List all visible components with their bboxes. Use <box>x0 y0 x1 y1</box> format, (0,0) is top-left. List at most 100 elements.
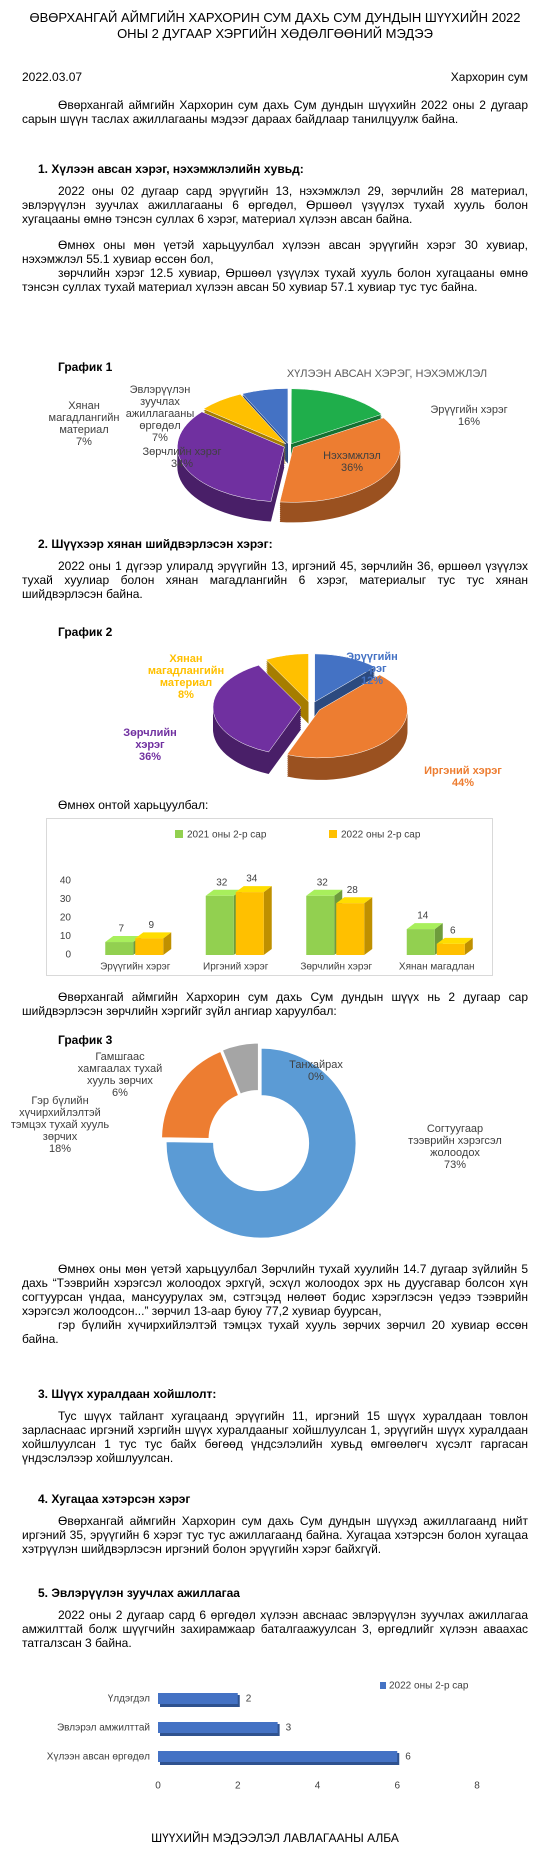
slice-value-label: 7% <box>152 432 168 444</box>
slice <box>265 653 309 703</box>
document-title: ӨВӨРХАНГАЙ АЙМГИЙН ХАРХОРИН СУМ ДАХЬ СУМ… <box>29 10 521 41</box>
legend-swatch <box>329 830 337 838</box>
pie-chart: График 2 Эрүүгийн хэрэг 12% Иргэний хэрэг 4… <box>0 625 548 800</box>
paragraph: 2022 оны 2 дугаар сард 6 өргөдөл хүлээн … <box>22 1608 528 1650</box>
slice-name: Гэр бүлийн хүчирхийлэлтэй тэмцэх тухай х… <box>10 1095 110 1143</box>
chart-canvas: 0 10 20 30 40 2021 оны 2-р сар 2022 оны 2-р са… <box>60 830 475 973</box>
paragraph: Тус шүүх тайлант хугацаанд эрүүгийн 11, … <box>22 1409 528 1465</box>
bar-chart: 0 10 20 30 40 2021 оны 2-р сар 2022 оны 2-р са… <box>46 818 493 976</box>
x-tick-label: Хянан магадлан <box>399 962 475 973</box>
bar <box>306 895 335 955</box>
paragraph: Өмнөх оны мөн үетэй харьцуулбал Зөрчлийн… <box>22 1262 528 1318</box>
slice-name: Зөрчлийн хэрэг <box>142 446 222 458</box>
slice-value-label: 36% <box>340 462 364 474</box>
x-tick-label: Зөрчлийн хэрэг <box>300 962 372 973</box>
data-label: 14 <box>417 911 429 922</box>
y-category-label: Эвлэрэл амжилттай <box>57 1723 150 1734</box>
slice-value-label: 73% <box>443 1159 467 1171</box>
section: 3. Шүүх хуралдаан хойшлолт: Тус шүүх тай… <box>22 1387 528 1465</box>
x-tick-label: 4 <box>315 1781 321 1792</box>
hbar-chart: 0 2 4 6 8 2022 оны 2-р сар 2 3 6 Үлдэгдэл Эвлэрэл … <box>0 1668 548 1808</box>
graph-label: График 1 <box>58 360 113 374</box>
place: Хархорин сум <box>450 70 528 84</box>
slice-value-label: 8% <box>178 689 194 701</box>
y-tick-label: 20 <box>60 913 72 924</box>
bar-top <box>105 936 142 943</box>
slice-label: Иргэний хэрэг 44% <box>408 765 518 789</box>
paragraph: зөрчлийн хэрэг 12.5 хувиар, Өршөөл үзүүл… <box>22 266 528 294</box>
section: 4. Хугацаа хэтэрсэн хэрэг Өвөрхангай айм… <box>22 1492 528 1556</box>
x-tick-label: 8 <box>474 1781 480 1792</box>
slice-name: Согтуугаар тээврийн хэрэгсэл жолоодох <box>408 1123 502 1159</box>
bar-side <box>464 937 473 955</box>
bar-top <box>306 889 343 896</box>
x-tick-label: 6 <box>394 1781 400 1792</box>
data-label: 2 <box>246 1694 252 1705</box>
x-tick-label: 0 <box>155 1781 161 1792</box>
legend-swatch <box>175 830 183 838</box>
slice-value-label: 34% <box>170 458 194 470</box>
y-tick-label: 0 <box>65 950 71 961</box>
paragraph: Өвөрхангай аймгийн Хархорин сум дахь Сум… <box>22 990 528 1018</box>
bar-top <box>336 897 373 904</box>
bar <box>336 903 365 955</box>
slice-label: Хянан магадлангийн материал 8% <box>141 653 231 701</box>
slice-name: Эрүүгийн хэрэг <box>430 404 508 416</box>
data-label: 3 <box>286 1723 292 1734</box>
slice-label: Эрүүгийн хэрэг 16% <box>414 404 524 428</box>
bar-top <box>406 923 443 930</box>
chart-canvas <box>212 653 408 780</box>
slice-value-label: 12% <box>360 675 384 687</box>
bar-side <box>364 897 373 955</box>
data-label: 9 <box>148 920 154 931</box>
bar <box>158 1722 278 1733</box>
section-heading: 4. Хугацаа хэтэрсэн хэрэг <box>38 1492 191 1506</box>
graph-label: График 3 <box>58 1033 113 1047</box>
section-heading: 2. Шүүхээр хянан шийдвэрлэсэн хэрэг: <box>38 537 273 551</box>
section-heading: 1. Хүлээн авсан хэрэг, нэхэмжлэлийн хувь… <box>38 162 304 176</box>
slice-label: Зөрчлийн хэрэг 34% <box>142 446 222 470</box>
bar <box>235 892 264 955</box>
slice <box>221 1042 259 1095</box>
data-label: 34 <box>246 874 258 885</box>
y-tick-label: 10 <box>60 931 72 942</box>
slice-label: Танхайрах 0% <box>281 1059 351 1083</box>
slice-name: Танхайрах <box>289 1059 343 1071</box>
legend-label: 2022 оны 2-р сар <box>341 830 421 841</box>
slice-value-label: 18% <box>48 1143 72 1155</box>
paragraph: Өмнөх онтой харьцуулбал: <box>58 798 209 812</box>
slice-value-label: 7% <box>76 436 92 448</box>
slice-label: Согтуугаар тээврийн хэрэгсэл жолоодох 73% <box>405 1123 505 1171</box>
chart-canvas: 0 2 4 6 8 2022 оны 2-р сар 2 3 6 Үлдэгдэл Эвлэрэл … <box>47 1681 480 1792</box>
footer: ШҮҮХИЙН МЭДЭЭЛЭЛ ЛАВЛАГААНЫ АЛБА <box>151 1831 399 1845</box>
data-label: 6 <box>405 1752 411 1763</box>
bar <box>205 895 234 955</box>
slice <box>314 653 376 703</box>
slice-value-label: 44% <box>451 777 475 789</box>
chart-canvas: ХҮЛЭЭН АВСАН ХЭРЭГ, НЭХЭМЖЛЭЛ <box>177 368 487 523</box>
legend-label: 2022 оны 2-р сар <box>389 1681 469 1692</box>
paragraph: гэр бүлийн хүчирхийлэлтэй тэмцэх тухай х… <box>22 1318 528 1346</box>
section-heading: 5. Эвлэрүүлэн зуучлах ажиллагаа <box>38 1586 240 1600</box>
bar-side <box>263 886 272 955</box>
slice <box>165 1047 357 1239</box>
legend-label: 2021 оны 2-р сар <box>187 830 267 841</box>
slice-value-label: 16% <box>457 416 481 428</box>
bar <box>436 943 465 955</box>
y-tick-label: 30 <box>60 894 72 905</box>
bar <box>105 942 134 955</box>
intro-block: Өвөрхангай аймгийн Хархорин сум дахь Сум… <box>22 98 528 126</box>
slice-label: Гамшгаас хамгаалах тухай хууль зөрчих 6% <box>74 1051 166 1099</box>
slice-name: Нэхэмжлэл <box>323 450 381 462</box>
y-category-label: Үлдэгдэл <box>108 1694 150 1705</box>
slice-label: Зөрчлийн хэрэг 36% <box>115 727 185 763</box>
slice <box>161 1050 240 1140</box>
section-heading: 3. Шүүх хуралдаан хойшлолт: <box>38 1387 217 1401</box>
bar-top <box>235 886 272 893</box>
slice <box>241 388 289 445</box>
slice <box>291 388 383 445</box>
paragraph: Өвөрхангай аймгийн Хархорин сум дахь Сум… <box>22 98 528 126</box>
section: 1. Хүлээн авсан хэрэг, нэхэмжлэлийн хувь… <box>22 162 528 294</box>
bar-side <box>163 932 172 955</box>
